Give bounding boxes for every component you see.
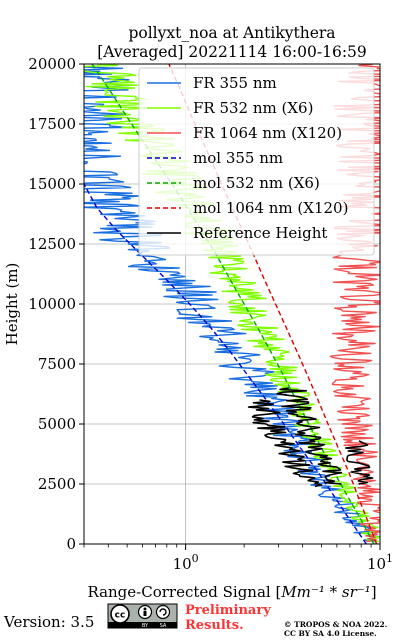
- x-tick-label-base: 10: [173, 555, 192, 573]
- x-tick-label: 101: [367, 552, 393, 573]
- x-tick-label-base: 10: [367, 555, 386, 573]
- series-line-mol-532-nm-x6: [91, 64, 375, 544]
- cc-icon: [110, 604, 130, 624]
- y-tick-label: 12500: [28, 235, 76, 253]
- cc-icon-text: cc: [115, 611, 126, 621]
- y-tick-label: 20000: [28, 55, 76, 73]
- version-text: Version: 3.5: [3, 613, 94, 631]
- legend-label: mol 532 nm (X6): [193, 174, 320, 192]
- legend-label: mol 1064 nm (X120): [193, 199, 348, 217]
- sa-icon-arrow: [159, 608, 167, 616]
- legend-label: Reference Height: [193, 224, 327, 242]
- by-icon-body: [143, 611, 147, 616]
- x-axis-label: Range-Corrected Signal [Mm⁻¹ * sr⁻¹]: [87, 583, 376, 601]
- sa-icon: [155, 604, 171, 620]
- legend-label: FR 355 nm: [193, 74, 277, 92]
- by-label: BY: [142, 623, 149, 629]
- badge-strip: [108, 622, 177, 628]
- legend-label: FR 532 nm (X6): [193, 99, 313, 117]
- x-tick-label-exponent: 1: [386, 552, 393, 565]
- y-tick-label: 5000: [38, 415, 76, 433]
- y-tick-label: 0: [66, 535, 76, 553]
- preliminary-notice: Preliminary: [185, 603, 271, 618]
- y-tick-label: 10000: [28, 295, 76, 313]
- y-tick-label: 2500: [38, 475, 76, 493]
- y-tick-label: 17500: [28, 115, 76, 133]
- chart-subtitle: [Averaged] 20221114 16:00-16:59: [97, 43, 367, 61]
- results-notice: Results.: [185, 618, 244, 633]
- legend-box: [138, 67, 375, 256]
- by-icon-head: [143, 607, 147, 611]
- y-tick-label: 7500: [38, 355, 76, 373]
- x-axis-label-close: ]: [371, 583, 377, 601]
- x-tick-label-exponent: 0: [192, 552, 199, 565]
- x-tick-label: 100: [173, 552, 199, 573]
- copyright-line-2: CC BY SA 4.0 License.: [284, 629, 377, 638]
- axis-ticks: 0250050007500100001250015000175002000010…: [28, 55, 393, 573]
- y-tick-label: 15000: [28, 175, 76, 193]
- x-axis-label-text: Range-Corrected Signal [: [87, 583, 281, 601]
- series-line-fr-355-nm: [84, 64, 380, 543]
- footer: Version: 3.5 cc BY SA Preliminary Result…: [3, 603, 387, 638]
- legend: FR 355 nm FR 532 nm (X6) FR 1064 nm (X120)…: [138, 67, 375, 256]
- sa-label: SA: [160, 623, 167, 629]
- series-line-reference-height-532-nm: [276, 387, 343, 485]
- series-line-reference-height-1064-nm: [344, 440, 374, 485]
- legend-label: FR 1064 nm (X120): [193, 124, 342, 142]
- legend-label: mol 355 nm: [193, 149, 283, 167]
- series-line-mol-355-nm: [84, 183, 367, 544]
- copyright-line-1: © TROPOS & NOA 2022.: [284, 620, 387, 629]
- series-line-reference-height-355-nm: [247, 399, 323, 488]
- chart-title: pollyxt_noa at Antikythera: [128, 24, 335, 42]
- x-axis-label-units: Mm⁻¹ * sr⁻¹: [280, 583, 370, 601]
- y-axis-label: Height (m): [3, 263, 21, 346]
- cc-license-badge: cc BY SA: [107, 603, 178, 629]
